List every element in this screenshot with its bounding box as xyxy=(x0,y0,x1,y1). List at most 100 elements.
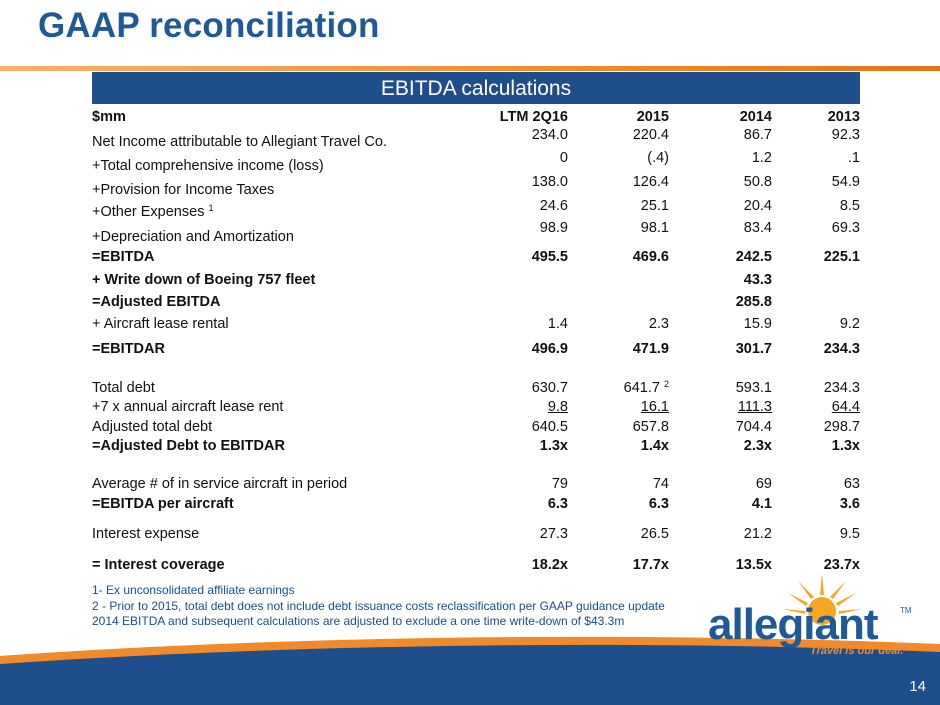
row-value: 25.1 xyxy=(640,198,669,214)
table-header-row: $mm LTM 2Q16 2015 2014 2013 xyxy=(92,107,860,127)
row-label: +Other Expenses 1 xyxy=(92,198,482,220)
row-value: 13.5x xyxy=(735,557,772,573)
svg-text:Travel is our deal.: Travel is our deal. xyxy=(810,645,903,657)
table-row-total: =EBITDAR 496.9 471.9 301.7 234.3 xyxy=(92,335,860,362)
table-row: Total debt 630.7 641.7 2 593.1 234.3 xyxy=(92,378,860,397)
row-value xyxy=(568,291,669,313)
row-value: 2.3 xyxy=(648,316,669,332)
table-row: + Aircraft lease rental 1.4 2.3 15.9 9.2 xyxy=(92,313,860,335)
table-row-total: =Adjusted EBITDA 285.8 xyxy=(92,291,860,313)
table-row: +Provision for Income Taxes 138.0 126.4 … xyxy=(92,174,860,198)
row-value: 92.3 xyxy=(831,127,860,143)
row-value: 74 xyxy=(652,476,669,492)
row-value xyxy=(482,291,568,313)
row-value: 9.2 xyxy=(839,316,860,332)
row-value: 111.3 xyxy=(669,397,772,417)
row-value: 704.4 xyxy=(735,418,772,435)
table-row-total: =EBITDA per aircraft 6.3 6.3 4.1 3.6 xyxy=(92,494,860,514)
row-value-text: 64.4 xyxy=(831,399,860,415)
svg-text:allegiant: allegiant xyxy=(708,600,879,649)
row-value: 16.1 xyxy=(568,397,669,417)
row-value: 126.4 xyxy=(632,174,669,190)
row-value: 98.1 xyxy=(640,220,669,236)
row-label: =EBITDAR xyxy=(92,340,165,357)
row-value: 225.1 xyxy=(823,249,860,265)
row-value: 6.3 xyxy=(648,496,669,512)
row-value: 63 xyxy=(843,476,860,492)
row-value: 18.2x xyxy=(531,557,568,573)
table-row-total: =EBITDA 495.5 469.6 242.5 225.1 xyxy=(92,245,860,269)
row-value: 1.2 xyxy=(751,150,772,166)
table-row: Adjusted total debt 640.5 657.8 704.4 29… xyxy=(92,417,860,436)
spacer-row xyxy=(92,514,860,524)
row-value: 1.3x xyxy=(831,437,860,454)
row-value: 21.2 xyxy=(743,526,772,542)
table-row: Net Income attributable to Allegiant Tra… xyxy=(92,127,860,150)
header-units: $mm xyxy=(92,109,126,125)
row-value: 301.7 xyxy=(735,340,772,357)
spacer-row xyxy=(92,455,860,474)
row-label: Interest expense xyxy=(92,526,200,542)
row-value: 234.3 xyxy=(823,340,860,357)
table-row: +Other Expenses 1 24.6 25.1 20.4 8.5 xyxy=(92,198,860,220)
row-value: 242.5 xyxy=(735,249,772,265)
table-row: +7 x annual aircraft lease rent 9.8 16.1… xyxy=(92,397,860,417)
row-value: 17.7x xyxy=(632,557,669,573)
spacer-row xyxy=(92,362,860,378)
row-value: 26.5 xyxy=(640,526,669,542)
page-number: 14 xyxy=(909,678,926,695)
row-value: 69 xyxy=(755,476,772,492)
ebitda-table: $mm LTM 2Q16 2015 2014 2013 Net Income a… xyxy=(92,107,860,575)
header-col: 2014 xyxy=(739,109,772,125)
row-value: 469.6 xyxy=(632,249,669,265)
row-value: 8.5 xyxy=(839,198,860,214)
row-value: 657.8 xyxy=(632,418,669,435)
row-value: 69.3 xyxy=(831,220,860,236)
row-label: =EBITDA per aircraft xyxy=(92,496,234,512)
row-value-text: 9.8 xyxy=(547,399,568,415)
sun-icon xyxy=(782,575,862,625)
row-value: 630.7 xyxy=(531,379,568,396)
row-value: 640.5 xyxy=(531,418,568,435)
row-value: .1 xyxy=(847,150,860,166)
row-value: 496.9 xyxy=(531,340,568,357)
row-value: 3.6 xyxy=(839,496,860,512)
row-value: 220.4 xyxy=(632,127,669,143)
row-value: 593.1 xyxy=(735,379,772,396)
row-label: =EBITDA xyxy=(92,249,155,265)
header-col: 2015 xyxy=(636,109,669,125)
row-label: +7 x annual aircraft lease rent xyxy=(92,399,284,415)
row-value: 15.9 xyxy=(743,316,772,332)
title-divider xyxy=(0,66,940,71)
row-value: 79 xyxy=(551,476,568,492)
row-value: 138.0 xyxy=(531,174,568,190)
row-value: 285.8 xyxy=(735,294,772,310)
row-value: (.4) xyxy=(647,150,669,166)
row-value-text: 641.7 xyxy=(623,380,660,396)
header-col: 2013 xyxy=(827,109,860,125)
row-value: 9.5 xyxy=(839,526,860,542)
row-value: 23.7x xyxy=(823,557,860,573)
row-value: 1.3x xyxy=(539,437,568,454)
row-value: 641.7 2 xyxy=(568,378,669,397)
allegiant-logo: allegiant TM Travel is our deal. xyxy=(708,575,912,657)
row-value xyxy=(568,269,669,291)
row-value: 50.8 xyxy=(743,174,772,190)
row-label: Total debt xyxy=(92,379,155,396)
row-value: 1.4x xyxy=(640,437,669,454)
row-label: Average # of in service aircraft in peri… xyxy=(92,476,348,492)
table-row: Average # of in service aircraft in peri… xyxy=(92,474,860,494)
row-label: +Depreciation and Amortization xyxy=(92,229,294,245)
row-value: 298.7 xyxy=(823,418,860,435)
row-value-text: 111.3 xyxy=(737,399,772,415)
row-label: =Adjusted Debt to EBITDAR xyxy=(92,437,285,454)
row-value: 43.3 xyxy=(743,272,772,288)
row-value: 1.4 xyxy=(547,316,568,332)
header-col: LTM 2Q16 xyxy=(499,109,568,125)
row-value: 9.8 xyxy=(482,397,568,417)
row-value: 27.3 xyxy=(539,526,568,542)
row-label: = Interest coverage xyxy=(92,557,225,573)
row-label: +Total comprehensive income (loss) xyxy=(92,158,324,174)
footer-wave xyxy=(0,636,940,705)
row-value: 4.1 xyxy=(751,496,772,512)
